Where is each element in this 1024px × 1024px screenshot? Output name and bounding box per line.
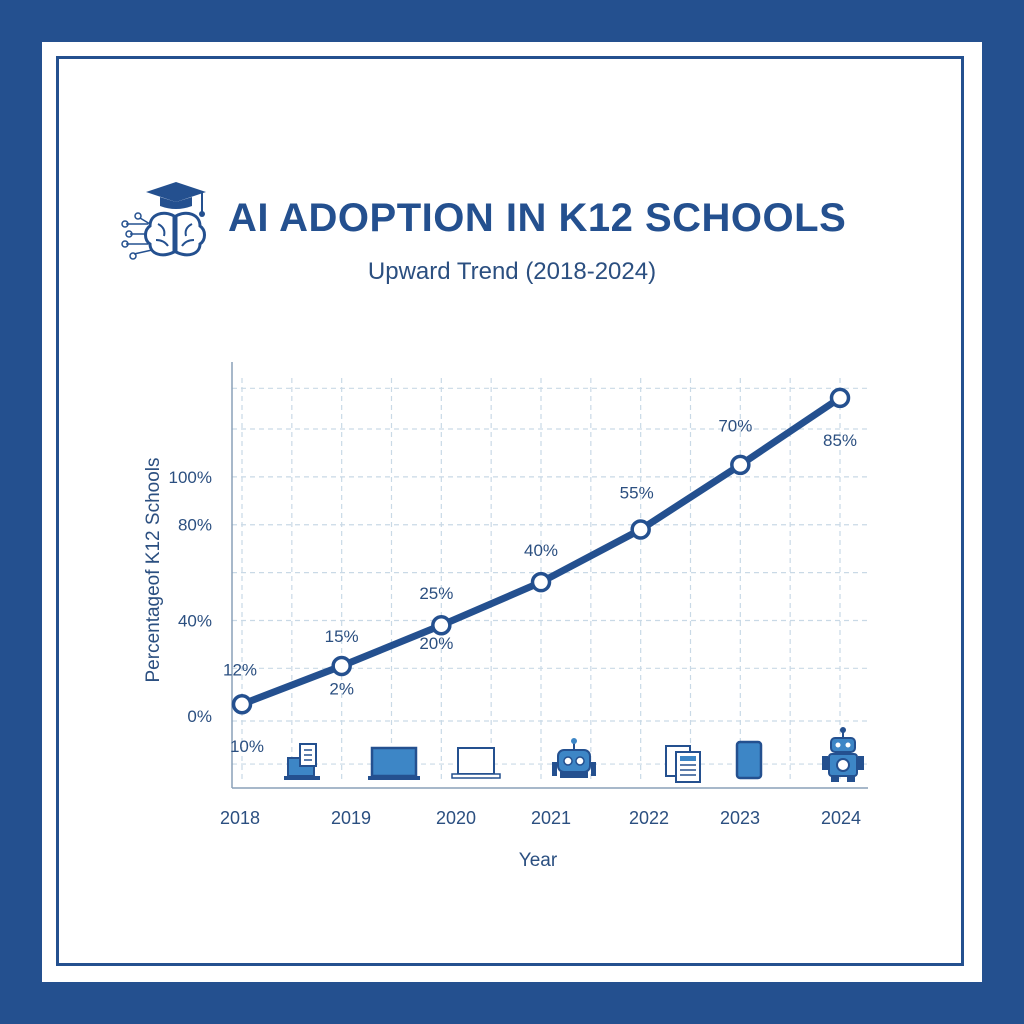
brain-graduation-cap-icon (121, 182, 206, 260)
laptop-icon (368, 746, 420, 780)
x-axis-label: Year (519, 850, 558, 871)
laptop-outline-icon (451, 747, 501, 779)
robot-icon (552, 738, 596, 778)
x-tick-label: 2018 (220, 808, 260, 828)
x-tick-label: 2024 (821, 808, 861, 828)
y-tick-label: 80% (178, 516, 212, 535)
data-point (730, 454, 751, 476)
x-tick-label: 2022 (629, 808, 669, 828)
data-point (530, 571, 552, 593)
data-label: 12% (223, 661, 257, 680)
x-tick-label: 2019 (331, 808, 371, 828)
data-label: 2% (329, 680, 354, 699)
chart-subtitle: Upward Trend (2018-2024) (367, 258, 657, 285)
data-label: 55% (620, 483, 654, 502)
data-label: 25% (419, 584, 453, 603)
data-point (331, 655, 352, 677)
chart-title: AI ADOPTION IN K12 SCHOOLS (228, 196, 847, 240)
data-point (231, 693, 253, 715)
x-tick-label: 2020 (436, 808, 476, 828)
robot-antenna-icon (822, 727, 864, 782)
data-point (431, 615, 452, 636)
data-point (829, 387, 851, 409)
x-tick-label: 2021 (531, 808, 571, 828)
data-label: 40% (524, 541, 558, 560)
data-label: 10% (230, 737, 264, 756)
y-tick-label: 0% (187, 707, 212, 726)
title-row: AI ADOPTION IN K12 SCHOOLS (120, 178, 900, 268)
laptop-document-icon (284, 743, 320, 780)
data-point (630, 519, 651, 540)
tablet-icon (735, 740, 763, 780)
data-label: 20% (419, 634, 453, 653)
y-tick-label: 100% (169, 468, 212, 487)
data-label: 85% (823, 431, 857, 450)
data-label: 70% (718, 416, 752, 435)
documents-icon (665, 745, 701, 783)
x-tick-label: 2023 (720, 808, 760, 828)
y-axis-label: Percentageof K12 Schools (143, 457, 164, 683)
data-label: 15% (325, 627, 359, 646)
y-tick-label: 40% (178, 611, 212, 630)
inner-frame (56, 56, 964, 966)
